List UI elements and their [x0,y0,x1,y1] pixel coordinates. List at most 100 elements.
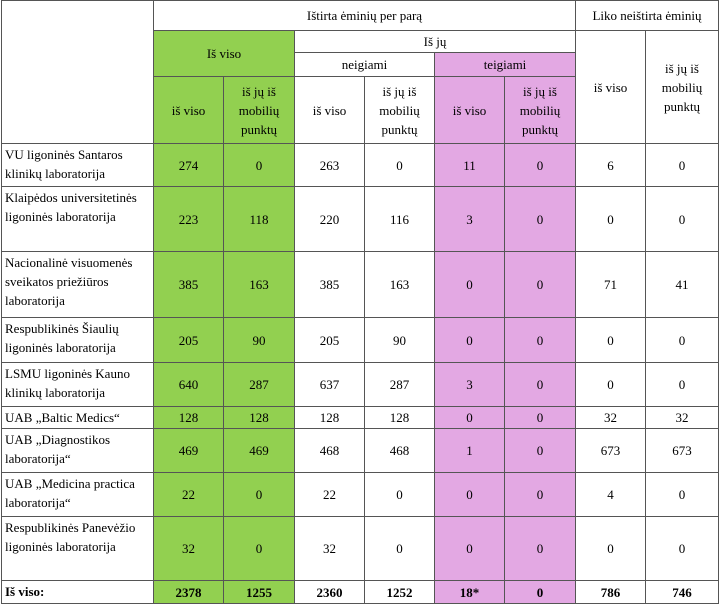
value-cell: 90 [223,317,295,363]
header-cell: iš jų iš mobilių punktų [364,76,435,144]
value-cell: 0 [223,143,295,187]
data-row: Klaipėdos universitetinės ligoninės labo… [1,186,720,252]
value-cell: 287 [223,362,295,407]
row-label: Respublikinės Šiaulių ligoninės laborato… [1,317,154,363]
value-cell: 0 [223,516,295,581]
row-label: VU ligoninės Santaros klinikų laboratori… [1,143,154,187]
value-cell: 673 [575,428,646,473]
data-row: UAB „Baltic Medics“ 128 128 128 128 0 0 32 32 [1,406,720,429]
value-cell: 786 [575,580,646,604]
value-cell: 673 [644,428,720,473]
row-label: Respublikinės Panevėžio ligoninės labora… [1,516,154,581]
value-cell: 41 [644,251,720,318]
value-cell: 18* [434,580,505,604]
value-cell: 116 [364,186,435,252]
value-cell: 1 [434,428,505,473]
value-cell: 469 [153,428,224,473]
value-cell: 1255 [223,580,295,604]
value-cell: 128 [364,406,435,429]
value-cell: 32 [644,406,720,429]
value-cell: 0 [434,251,505,318]
header-row: Iš viso Iš jų iš viso iš jų iš mobilių p… [2,30,720,144]
value-cell: 32 [294,516,365,581]
value-cell: 0 [644,472,720,517]
value-cell: 0 [434,317,505,363]
row-label: LSMU ligoninės Kauno klinikų laboratorij… [1,362,154,407]
data-row: VU ligoninės Santaros klinikų laboratori… [1,143,720,187]
data-row: Respublikinės Panevėžio ligoninės labora… [1,516,720,581]
value-cell: 223 [153,186,224,252]
value-cell: 0 [364,472,435,517]
value-cell: 0 [364,516,435,581]
value-cell: 746 [644,580,720,604]
value-cell: 163 [223,251,295,318]
value-cell: 0 [504,317,576,363]
value-cell: 263 [294,143,365,187]
value-cell: 385 [153,251,224,318]
row-label: Iš viso: [1,580,154,604]
value-cell: 32 [153,516,224,581]
value-cell: 0 [504,406,576,429]
header-cell: iš jų iš mobilių punktų [504,76,576,144]
value-cell: 287 [364,362,435,407]
value-cell: 22 [153,472,224,517]
data-row: UAB „Medicina practica laboratorija“ 22 0 2… [1,472,720,517]
value-cell: 0 [575,516,646,581]
header-row: Ištirta ėminių per parą Liko neištirta ė… [1,0,720,144]
row-label: UAB „Medicina practica laboratorija“ [1,472,154,517]
value-cell: 128 [223,406,295,429]
empty-cell [1,0,154,144]
value-cell: 22 [294,472,365,517]
value-cell: 90 [364,317,435,363]
value-cell: 2378 [153,580,224,604]
value-cell: 0 [575,186,646,252]
value-cell: 0 [504,362,576,407]
value-cell: 469 [223,428,295,473]
value-cell: 0 [364,143,435,187]
value-cell: 0 [223,472,295,517]
value-cell: 385 [294,251,365,318]
value-cell: 0 [504,251,576,318]
value-cell: 205 [153,317,224,363]
value-cell: 6 [575,143,646,187]
row-label: Nacionalinė visuomenės sveikatos priežiū… [1,251,154,318]
value-cell: 220 [294,186,365,252]
value-cell: 3 [434,362,505,407]
row-label: UAB „Baltic Medics“ [1,406,154,429]
value-cell: 468 [294,428,365,473]
value-cell: 71 [575,251,646,318]
value-cell: 0 [644,516,720,581]
row-label: UAB „Diagnostikos laboratorija“ [1,428,154,473]
value-cell: 118 [223,186,295,252]
header-cell: iš jų iš mobilių punktų [644,30,720,144]
value-cell: 0 [434,516,505,581]
value-cell: 0 [504,143,576,187]
header-cell: iš jų iš mobilių punktų [223,76,295,144]
value-cell: 4 [575,472,646,517]
header-cell: iš viso [575,30,646,144]
header-cell: iš viso [294,76,365,144]
value-cell: 2360 [294,580,365,604]
header-cell: teigiami [434,52,576,77]
value-cell: 3 [434,186,505,252]
value-cell: 637 [294,362,365,407]
value-cell: 468 [364,428,435,473]
value-cell: 163 [364,251,435,318]
value-cell: 0 [575,317,646,363]
header-cell: iš viso [153,76,224,144]
value-cell: 0 [644,317,720,363]
value-cell: 32 [575,406,646,429]
data-row: Nacionalinė visuomenės sveikatos priežiū… [1,251,720,318]
value-cell: 128 [294,406,365,429]
value-cell: 0 [434,472,505,517]
value-cell: 0 [575,362,646,407]
header-cell: Iš jų [294,30,576,53]
data-row: LSMU ligoninės Kauno klinikų laboratorij… [1,362,720,407]
value-cell: 205 [294,317,365,363]
value-cell: 0 [504,580,576,604]
value-cell: 0 [644,143,720,187]
header-cell: Liko neištirta ėminių [574,0,720,31]
header-cell: neigiami [294,52,435,77]
